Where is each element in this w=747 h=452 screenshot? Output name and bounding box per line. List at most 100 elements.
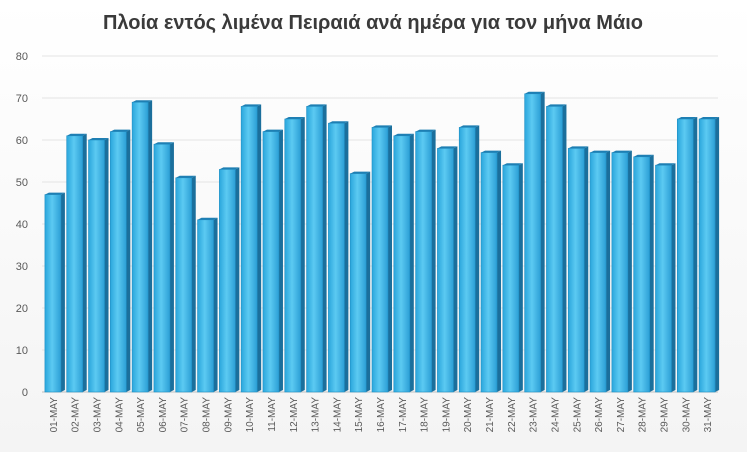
x-tick-label: 28-MAY xyxy=(638,397,649,433)
bar-side xyxy=(453,146,458,392)
bar-top xyxy=(633,154,654,157)
y-tick-label: 0 xyxy=(22,387,28,399)
bar-top xyxy=(132,100,153,103)
bar-side xyxy=(715,117,720,392)
bar xyxy=(284,117,305,393)
bar-side xyxy=(278,129,283,392)
bar-front xyxy=(284,118,302,393)
x-tick-label: 11-MAY xyxy=(267,397,278,432)
bar-side xyxy=(693,117,698,392)
bar xyxy=(415,129,436,393)
bar-side xyxy=(60,192,65,392)
bar-side xyxy=(649,154,654,392)
bar-side xyxy=(235,167,240,392)
bar-top xyxy=(524,91,545,94)
bar-side xyxy=(169,142,174,392)
bar-side xyxy=(606,150,611,392)
x-tick-label: 03-MAY xyxy=(93,397,104,433)
x-tick-label: 17-MAY xyxy=(398,397,409,433)
bar-front xyxy=(131,101,149,393)
x-tick-label: 10-MAY xyxy=(245,397,256,433)
bar-top xyxy=(677,117,698,119)
bar-top xyxy=(197,217,218,220)
bar-side xyxy=(126,129,131,392)
bar-front xyxy=(698,118,716,393)
bar-top xyxy=(175,175,196,178)
bar-side xyxy=(322,104,327,393)
bar-top xyxy=(219,167,240,170)
bar-top xyxy=(611,150,632,153)
y-tick-label: 80 xyxy=(16,51,28,63)
bar xyxy=(88,138,109,393)
x-tick-label: 12-MAY xyxy=(289,397,300,433)
bar-top xyxy=(153,142,174,145)
bar-top xyxy=(262,129,283,132)
x-tick-label: 25-MAY xyxy=(572,397,583,433)
bar-front xyxy=(655,164,672,393)
bar xyxy=(655,163,676,393)
y-tick-label: 70 xyxy=(16,93,28,105)
bar-front xyxy=(393,135,411,393)
bar xyxy=(480,150,502,393)
bar-front xyxy=(328,122,345,393)
bar xyxy=(676,117,698,393)
bar-front xyxy=(676,118,694,393)
bar-front xyxy=(524,93,541,393)
bar-top xyxy=(110,129,131,132)
bar-front xyxy=(546,106,563,393)
x-tick-label: 04-MAY xyxy=(114,397,125,433)
bar xyxy=(197,217,218,393)
bar-front xyxy=(88,139,105,393)
bar-front xyxy=(589,152,607,393)
x-tick-label: 02-MAY xyxy=(71,397,82,433)
y-tick-label: 10 xyxy=(16,345,28,357)
bars xyxy=(44,91,720,393)
bar-top xyxy=(66,133,87,136)
bar xyxy=(175,175,196,393)
bar-top xyxy=(568,146,589,149)
bar xyxy=(393,133,414,393)
bar-side xyxy=(584,146,589,392)
bar xyxy=(110,129,131,393)
bar-side xyxy=(562,104,567,393)
bar-side xyxy=(540,91,545,393)
bar xyxy=(371,125,392,393)
bar-side xyxy=(104,138,109,392)
bar-top xyxy=(655,163,676,166)
bar xyxy=(262,129,283,393)
y-axis: 0 10 20 30 40 50 60 70 80 xyxy=(16,51,28,399)
x-tick-label: 14-MAY xyxy=(332,397,343,433)
bar-top xyxy=(590,150,611,153)
bar xyxy=(437,146,458,393)
bar-side xyxy=(627,150,632,392)
bar-side xyxy=(82,133,87,393)
x-tick-label: 29-MAY xyxy=(659,397,670,433)
bar-top xyxy=(699,117,720,119)
bar-side xyxy=(191,175,196,392)
bar-top xyxy=(328,121,349,124)
bar xyxy=(611,150,632,393)
bar-side xyxy=(344,121,349,392)
bar-top xyxy=(88,138,109,140)
bar-front xyxy=(437,148,454,393)
x-tick-label: 30-MAY xyxy=(681,397,692,433)
x-tick-label: 16-MAY xyxy=(376,397,387,433)
bar xyxy=(153,142,174,393)
x-tick-label: 08-MAY xyxy=(202,397,213,433)
bar-side xyxy=(213,217,218,392)
bar-top xyxy=(284,117,305,119)
bar-side xyxy=(148,100,153,392)
bar xyxy=(567,146,589,393)
bar-top xyxy=(44,192,65,195)
bar-top xyxy=(437,146,458,149)
bar-front xyxy=(633,156,650,393)
bar xyxy=(589,150,611,393)
x-tick-label: 19-MAY xyxy=(441,397,452,433)
y-tick-label: 60 xyxy=(16,135,28,147)
bar xyxy=(131,100,153,393)
bar-side xyxy=(300,117,305,392)
bar-top xyxy=(241,104,262,107)
x-tick-label: 09-MAY xyxy=(223,397,234,433)
y-tick-label: 50 xyxy=(16,177,28,189)
